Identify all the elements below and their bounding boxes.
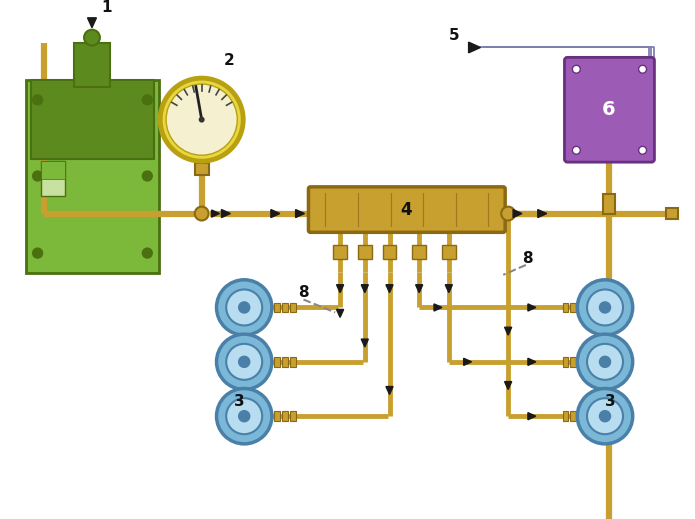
Bar (578, 357, 584, 367)
Circle shape (160, 78, 243, 161)
Polygon shape (222, 210, 230, 217)
Bar (562, 303, 569, 312)
Polygon shape (361, 285, 368, 293)
Circle shape (226, 290, 262, 325)
Bar (382, 245, 396, 259)
Circle shape (33, 95, 42, 105)
Polygon shape (271, 210, 280, 217)
Circle shape (226, 398, 262, 434)
Bar (442, 245, 456, 259)
FancyBboxPatch shape (309, 187, 505, 233)
Text: 2: 2 (224, 53, 235, 68)
Bar (74, 43, 110, 87)
Circle shape (142, 171, 152, 181)
Bar (562, 357, 569, 367)
Circle shape (238, 302, 250, 313)
Text: 3: 3 (234, 394, 245, 409)
Text: 8: 8 (523, 251, 533, 266)
Polygon shape (513, 210, 522, 217)
Bar (40, 161, 65, 179)
Text: 3: 3 (605, 394, 615, 409)
Polygon shape (528, 304, 536, 311)
Bar (667, 208, 678, 220)
Bar (333, 245, 347, 259)
Text: 4: 4 (400, 201, 412, 218)
Bar (26, 80, 159, 273)
Text: 6: 6 (602, 100, 616, 119)
Circle shape (33, 248, 42, 258)
Bar (31, 80, 154, 159)
Circle shape (587, 290, 623, 325)
Circle shape (142, 248, 152, 258)
Polygon shape (464, 358, 472, 365)
Polygon shape (336, 285, 343, 293)
Bar (274, 411, 280, 421)
Circle shape (573, 65, 580, 73)
Circle shape (578, 389, 632, 444)
Circle shape (238, 356, 250, 367)
Polygon shape (416, 285, 423, 293)
Bar (578, 411, 584, 421)
Bar (603, 194, 615, 213)
Text: 8: 8 (298, 285, 309, 300)
Bar (40, 161, 65, 196)
Bar (290, 411, 295, 421)
Polygon shape (538, 210, 547, 217)
Bar (571, 411, 576, 421)
Circle shape (166, 84, 237, 155)
Bar (358, 245, 372, 259)
Circle shape (199, 117, 204, 122)
Circle shape (600, 356, 610, 367)
Circle shape (578, 280, 632, 335)
Bar (281, 357, 288, 367)
Bar (281, 411, 288, 421)
Bar (412, 245, 426, 259)
Polygon shape (528, 358, 536, 365)
Circle shape (142, 95, 152, 105)
Polygon shape (528, 413, 536, 420)
Circle shape (639, 65, 646, 73)
Bar (571, 303, 576, 312)
Circle shape (600, 302, 610, 313)
Polygon shape (336, 309, 343, 317)
Circle shape (217, 389, 272, 444)
Polygon shape (295, 210, 304, 217)
Bar (281, 303, 288, 312)
Text: 5: 5 (448, 28, 459, 43)
Circle shape (226, 344, 262, 380)
Polygon shape (505, 381, 512, 389)
Bar (274, 303, 280, 312)
Circle shape (238, 411, 250, 422)
Bar (290, 303, 295, 312)
Polygon shape (468, 42, 480, 53)
Circle shape (578, 334, 632, 389)
Circle shape (217, 280, 272, 335)
Bar (571, 357, 576, 367)
Circle shape (600, 411, 610, 422)
Circle shape (33, 171, 42, 181)
Circle shape (587, 344, 623, 380)
Polygon shape (88, 18, 97, 28)
Polygon shape (445, 285, 452, 293)
Polygon shape (434, 304, 442, 311)
Circle shape (84, 30, 100, 46)
Polygon shape (505, 327, 512, 335)
Polygon shape (386, 285, 393, 293)
Circle shape (501, 207, 515, 221)
Circle shape (217, 334, 272, 389)
FancyBboxPatch shape (564, 58, 655, 162)
Text: 1: 1 (101, 1, 112, 16)
Polygon shape (361, 339, 368, 347)
Bar (578, 303, 584, 312)
Polygon shape (386, 387, 393, 394)
Bar (274, 357, 280, 367)
Bar (195, 163, 208, 175)
Circle shape (587, 398, 623, 434)
Bar (290, 357, 295, 367)
Circle shape (639, 146, 646, 154)
Circle shape (573, 146, 580, 154)
Bar (562, 411, 569, 421)
Polygon shape (211, 210, 220, 217)
Circle shape (195, 207, 208, 221)
